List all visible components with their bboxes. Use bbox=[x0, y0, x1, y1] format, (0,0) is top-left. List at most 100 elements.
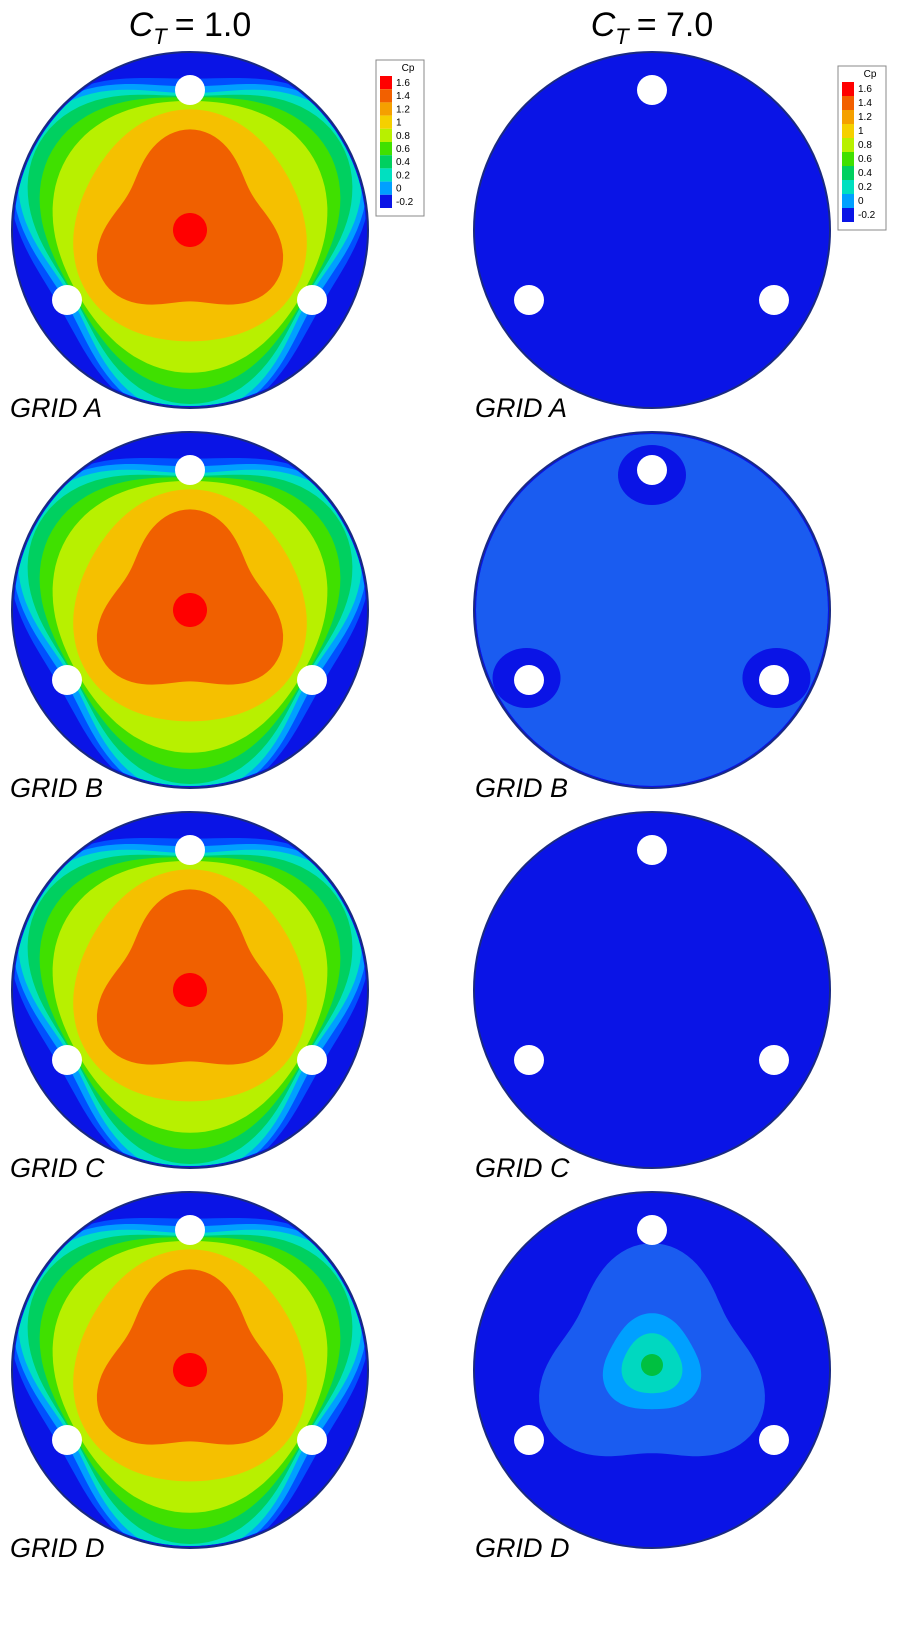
contour-panel bbox=[11, 1191, 369, 1549]
hole bbox=[297, 1045, 327, 1075]
hole bbox=[52, 665, 82, 695]
legend-label: 0.8 bbox=[396, 131, 410, 142]
legend-label: 0.6 bbox=[396, 144, 410, 155]
legend-label: 0.2 bbox=[396, 170, 410, 181]
legend-swatch bbox=[380, 128, 392, 142]
contour-panel bbox=[11, 811, 369, 1169]
grid-label: GRID B bbox=[10, 773, 103, 803]
legend-swatch bbox=[380, 142, 392, 156]
legend-swatch bbox=[842, 82, 854, 96]
contour-panel bbox=[11, 431, 369, 789]
legend-swatch bbox=[842, 138, 854, 152]
contour-level bbox=[476, 434, 828, 786]
hole bbox=[514, 285, 544, 315]
contour-level bbox=[173, 973, 207, 1007]
legend-swatch bbox=[842, 124, 854, 138]
hole bbox=[759, 1425, 789, 1455]
hole bbox=[52, 1425, 82, 1455]
grid-label: GRID A bbox=[10, 393, 102, 423]
contour-level bbox=[173, 1353, 207, 1387]
legend-label: 0 bbox=[858, 196, 864, 207]
hole bbox=[514, 665, 544, 695]
contour-panel bbox=[473, 811, 831, 1169]
legend-swatch bbox=[380, 89, 392, 103]
legend-label: -0.2 bbox=[858, 210, 876, 221]
legend-label: 1 bbox=[858, 126, 864, 137]
contour-panel bbox=[473, 51, 831, 409]
legend-swatch bbox=[842, 208, 854, 222]
legend-label: 1.4 bbox=[396, 91, 410, 102]
hole bbox=[759, 1045, 789, 1075]
legend: Cp 1.6 1.4 1.2 1 0.8 0.6 0.4 0.2 0 -0.2 bbox=[837, 65, 887, 231]
contour-panel bbox=[473, 431, 831, 789]
legend-label: 1.6 bbox=[858, 84, 872, 95]
title-subscript: T bbox=[615, 24, 630, 49]
grid-label: GRID C bbox=[10, 1153, 105, 1183]
column-title: CT = 1.0 bbox=[129, 6, 252, 49]
legend: Cp 1.6 1.4 1.2 1 0.8 0.6 0.4 0.2 0 -0.2 bbox=[375, 59, 425, 217]
title-symbol: C bbox=[129, 6, 154, 44]
title-symbol: C bbox=[591, 6, 616, 44]
hole bbox=[637, 75, 667, 105]
title-subscript: T bbox=[153, 24, 168, 49]
hole bbox=[52, 1045, 82, 1075]
legend-swatch bbox=[380, 181, 392, 195]
grid-label: GRID C bbox=[475, 1153, 570, 1183]
legend-swatch bbox=[842, 194, 854, 208]
legend-swatch bbox=[380, 194, 392, 208]
hole bbox=[297, 665, 327, 695]
hole bbox=[514, 1425, 544, 1455]
contour-level bbox=[641, 1354, 663, 1376]
hole bbox=[52, 285, 82, 315]
hole bbox=[297, 1425, 327, 1455]
hole bbox=[175, 75, 205, 105]
contour-panel bbox=[11, 51, 369, 409]
legend-label: 1.2 bbox=[858, 112, 872, 123]
legend-label: 0.8 bbox=[858, 140, 872, 151]
hole bbox=[175, 1215, 205, 1245]
hole bbox=[175, 835, 205, 865]
legend-swatch bbox=[842, 180, 854, 194]
legend-swatch bbox=[380, 115, 392, 129]
hole bbox=[637, 1215, 667, 1245]
hole bbox=[759, 665, 789, 695]
hole bbox=[297, 285, 327, 315]
legend-swatch bbox=[842, 152, 854, 166]
hole bbox=[759, 285, 789, 315]
domain bbox=[473, 811, 831, 1169]
legend-label: 0.6 bbox=[858, 154, 872, 165]
hole bbox=[637, 455, 667, 485]
legend-label: -0.2 bbox=[396, 197, 414, 208]
legend-label: 1.6 bbox=[396, 78, 410, 89]
legend-label: 0.2 bbox=[858, 182, 872, 193]
legend-label: 1.2 bbox=[396, 104, 410, 115]
hole bbox=[514, 1045, 544, 1075]
legend-swatch bbox=[380, 168, 392, 182]
legend-title: Cp bbox=[864, 69, 877, 80]
legend-label: 0.4 bbox=[858, 168, 872, 179]
title-value: = 1.0 bbox=[175, 6, 252, 44]
legend-swatch bbox=[842, 166, 854, 180]
legend-swatch bbox=[380, 76, 392, 90]
legend-swatch bbox=[380, 102, 392, 116]
hole bbox=[637, 835, 667, 865]
legend-swatch bbox=[842, 96, 854, 110]
grid-label: GRID B bbox=[475, 773, 568, 803]
legend-swatch bbox=[380, 155, 392, 169]
column-title: CT = 7.0 bbox=[591, 6, 714, 49]
contour-level bbox=[173, 213, 207, 247]
grid-label: GRID D bbox=[475, 1533, 570, 1563]
contour-level bbox=[173, 593, 207, 627]
legend-label: 0.4 bbox=[396, 157, 410, 168]
title-value: = 7.0 bbox=[637, 6, 714, 44]
legend-label: 1.4 bbox=[858, 98, 872, 109]
hole bbox=[175, 455, 205, 485]
legend-label: 0 bbox=[396, 184, 402, 195]
grid-label: GRID D bbox=[10, 1533, 105, 1563]
contour-panel bbox=[473, 1191, 831, 1549]
legend-label: 1 bbox=[396, 118, 402, 129]
legend-swatch bbox=[842, 110, 854, 124]
grid-label: GRID A bbox=[475, 393, 567, 423]
domain bbox=[473, 51, 831, 409]
